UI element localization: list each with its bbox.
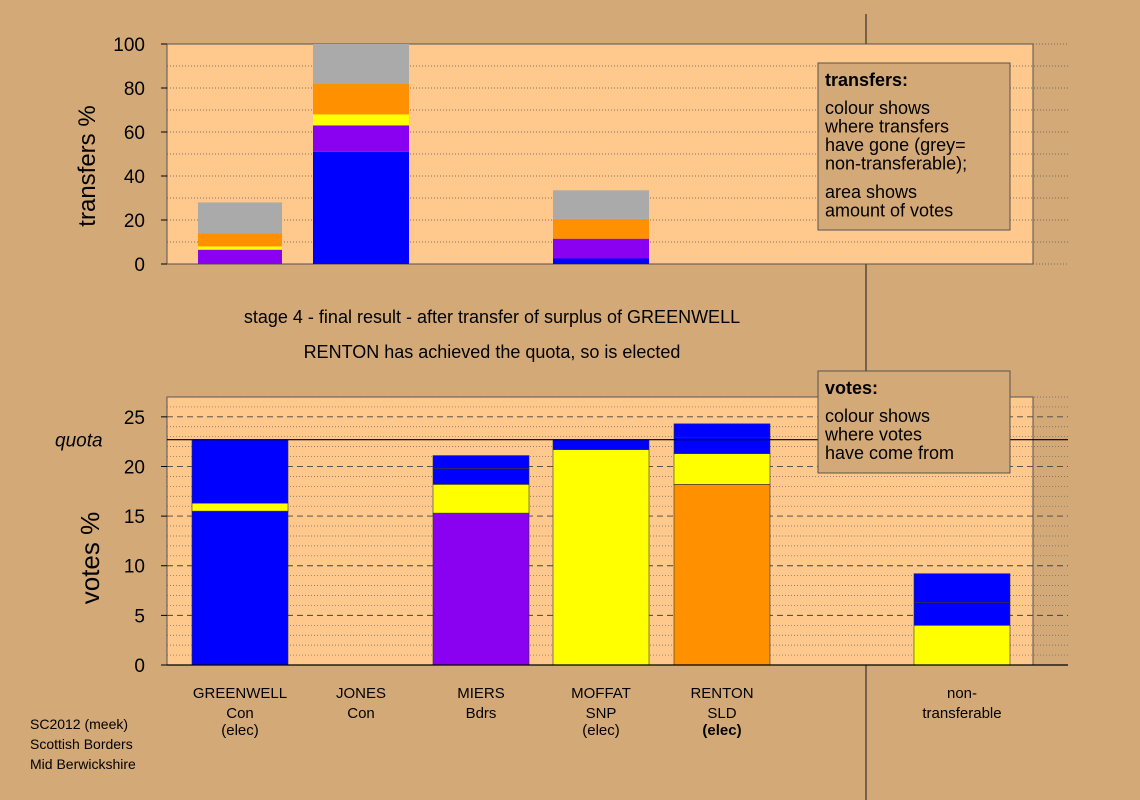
transfers-y-tick-label: 80: [124, 79, 145, 100]
transfers-bar-segment: [313, 125, 409, 152]
candidate-party: transferable: [922, 705, 1001, 722]
transfers-legend-line: where transfers: [824, 117, 949, 137]
quota-label: quota: [55, 431, 103, 452]
transfers-y-tick-label: 20: [124, 211, 145, 232]
votes-y-tick-label: 20: [124, 457, 145, 478]
votes-bar-segment: [673, 484, 771, 666]
votes-bar-segment: [552, 449, 650, 666]
footer-line: SC2012 (meek): [30, 716, 128, 732]
votes-legend-title: votes:: [825, 378, 878, 398]
votes-y-tick-label: 0: [134, 656, 145, 677]
votes-y-tick-label: 5: [134, 606, 145, 627]
candidate-name: RENTON: [690, 685, 753, 702]
votes-bar-segment: [913, 624, 1011, 666]
transfers-legend-line: area shows: [825, 182, 917, 202]
candidate-status: (elec): [702, 722, 741, 739]
votes-bar-segment: [552, 439, 650, 450]
candidate-name: MOFFAT: [571, 685, 631, 702]
transfers-bar-segment: [313, 151, 409, 264]
transfers-bar-segment: [553, 238, 649, 259]
candidate-status: (elec): [221, 722, 259, 739]
transfers-bar-segment: [198, 202, 282, 234]
candidate-status: (elec): [582, 722, 620, 739]
transfers-bar-segment: [198, 249, 282, 264]
transfers-bar-segment: [313, 83, 409, 115]
transfers-bar-segment: [313, 44, 409, 84]
stage-caption: stage 4 - final result - after transfer …: [244, 307, 740, 327]
transfers-y-tick-label: 100: [113, 35, 145, 56]
votes-bar-segment: [191, 510, 289, 666]
votes-legend-line: where votes: [824, 425, 922, 445]
candidate-party: SNP: [586, 705, 617, 722]
footer-line: Mid Berwickshire: [30, 756, 136, 772]
candidate-party: Con: [226, 705, 254, 722]
votes-bar-segment: [913, 573, 1011, 603]
transfers-bar-segment: [553, 218, 649, 239]
votes-bar-segment: [673, 453, 771, 485]
votes-bar-segment: [432, 512, 530, 666]
transfers-legend-line: colour shows: [825, 98, 930, 118]
transfers-bar-segment: [198, 233, 282, 247]
transfers-legend-line: have gone (grey=: [825, 135, 966, 155]
votes-legend-line: have come from: [825, 443, 954, 463]
transfers-y-tick-label: 60: [124, 123, 145, 144]
votes-bar-segment: [913, 602, 1011, 626]
transfers-y-axis-label: transfers %: [74, 105, 101, 226]
transfers-legend-line: non-transferable);: [825, 154, 967, 174]
votes-bar-segment: [432, 468, 530, 485]
transfers-bar-segment: [553, 190, 649, 219]
votes-legend-line: colour shows: [825, 406, 930, 426]
votes-bar-segment: [673, 423, 771, 438]
votes-y-axis-label: votes %: [75, 512, 105, 605]
transfers-y-tick-label: 40: [124, 167, 145, 188]
candidate-name: MIERS: [457, 685, 505, 702]
candidate-party: Con: [347, 705, 375, 722]
votes-bar-segment: [191, 439, 289, 504]
candidate-name: non-: [947, 685, 977, 702]
transfers-bar-segment: [313, 114, 409, 126]
transfers-bar-segment: [553, 258, 649, 264]
votes-y-tick-label: 25: [124, 408, 145, 429]
candidate-name: GREENWELL: [193, 685, 287, 702]
footer-line: Scottish Borders: [30, 736, 133, 752]
candidate-party: Bdrs: [466, 705, 497, 722]
votes-y-tick-label: 10: [124, 557, 145, 578]
votes-legend-box: [817, 370, 1011, 474]
votes-y-tick-label: 15: [124, 507, 145, 528]
transfers-legend-line: amount of votes: [825, 201, 953, 221]
elected-caption: RENTON has achieved the quota, so is ele…: [304, 342, 681, 362]
candidate-name: JONES: [336, 685, 386, 702]
candidate-party: SLD: [707, 705, 736, 722]
transfers-legend-box: [817, 62, 1011, 231]
transfers-bar-segment: [198, 246, 282, 250]
votes-bar-segment: [432, 484, 530, 514]
transfers-legend-title: transfers:: [825, 70, 908, 90]
transfers-y-tick-label: 0: [134, 255, 145, 276]
votes-bar-segment: [191, 502, 289, 512]
votes-bar-segment: [432, 455, 530, 469]
